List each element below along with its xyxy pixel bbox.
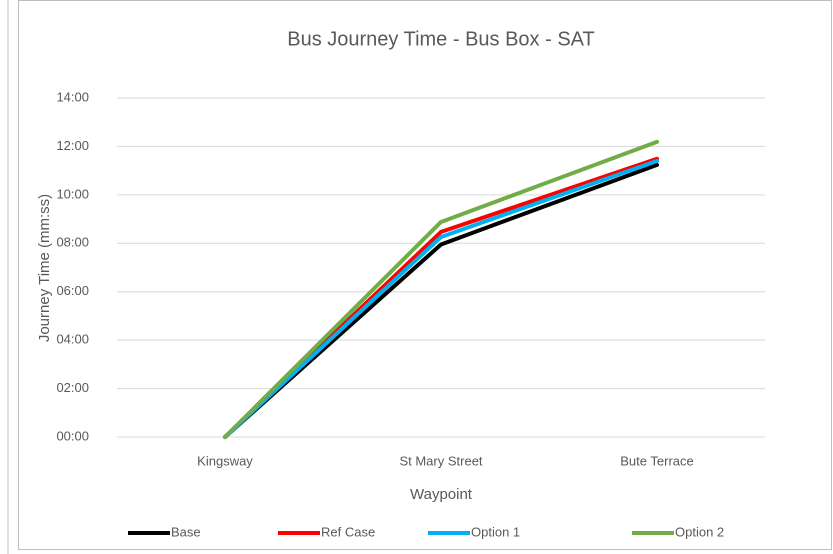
y-tick-label: 12:00 (56, 138, 89, 153)
series-line (223, 139, 659, 439)
x-tick-label: Kingsway (197, 453, 253, 468)
y-tick-label: 10:00 (56, 186, 89, 201)
y-tick-label: 08:00 (56, 235, 89, 250)
y-tick-label: 06:00 (56, 283, 89, 298)
chart-frame (18, 0, 832, 550)
x-tick-label: Bute Terrace (620, 453, 693, 468)
legend-label: Base (171, 524, 201, 539)
x-axis-label: Waypoint (410, 486, 473, 503)
x-tick-label: St Mary Street (399, 453, 482, 468)
legend-label: Option 1 (471, 524, 520, 539)
legend-label: Ref Case (321, 524, 375, 539)
y-tick-label: 02:00 (56, 380, 89, 395)
y-tick-label: 04:00 (56, 332, 89, 347)
series-line (223, 158, 659, 439)
legend-label: Option 2 (675, 524, 724, 539)
y-tick-label: 00:00 (56, 428, 89, 443)
y-axis-label: Journey Time (mm:ss) (36, 194, 53, 342)
chart-title: Bus Journey Time - Bus Box - SAT (287, 28, 595, 50)
y-tick-label: 14:00 (56, 89, 89, 104)
